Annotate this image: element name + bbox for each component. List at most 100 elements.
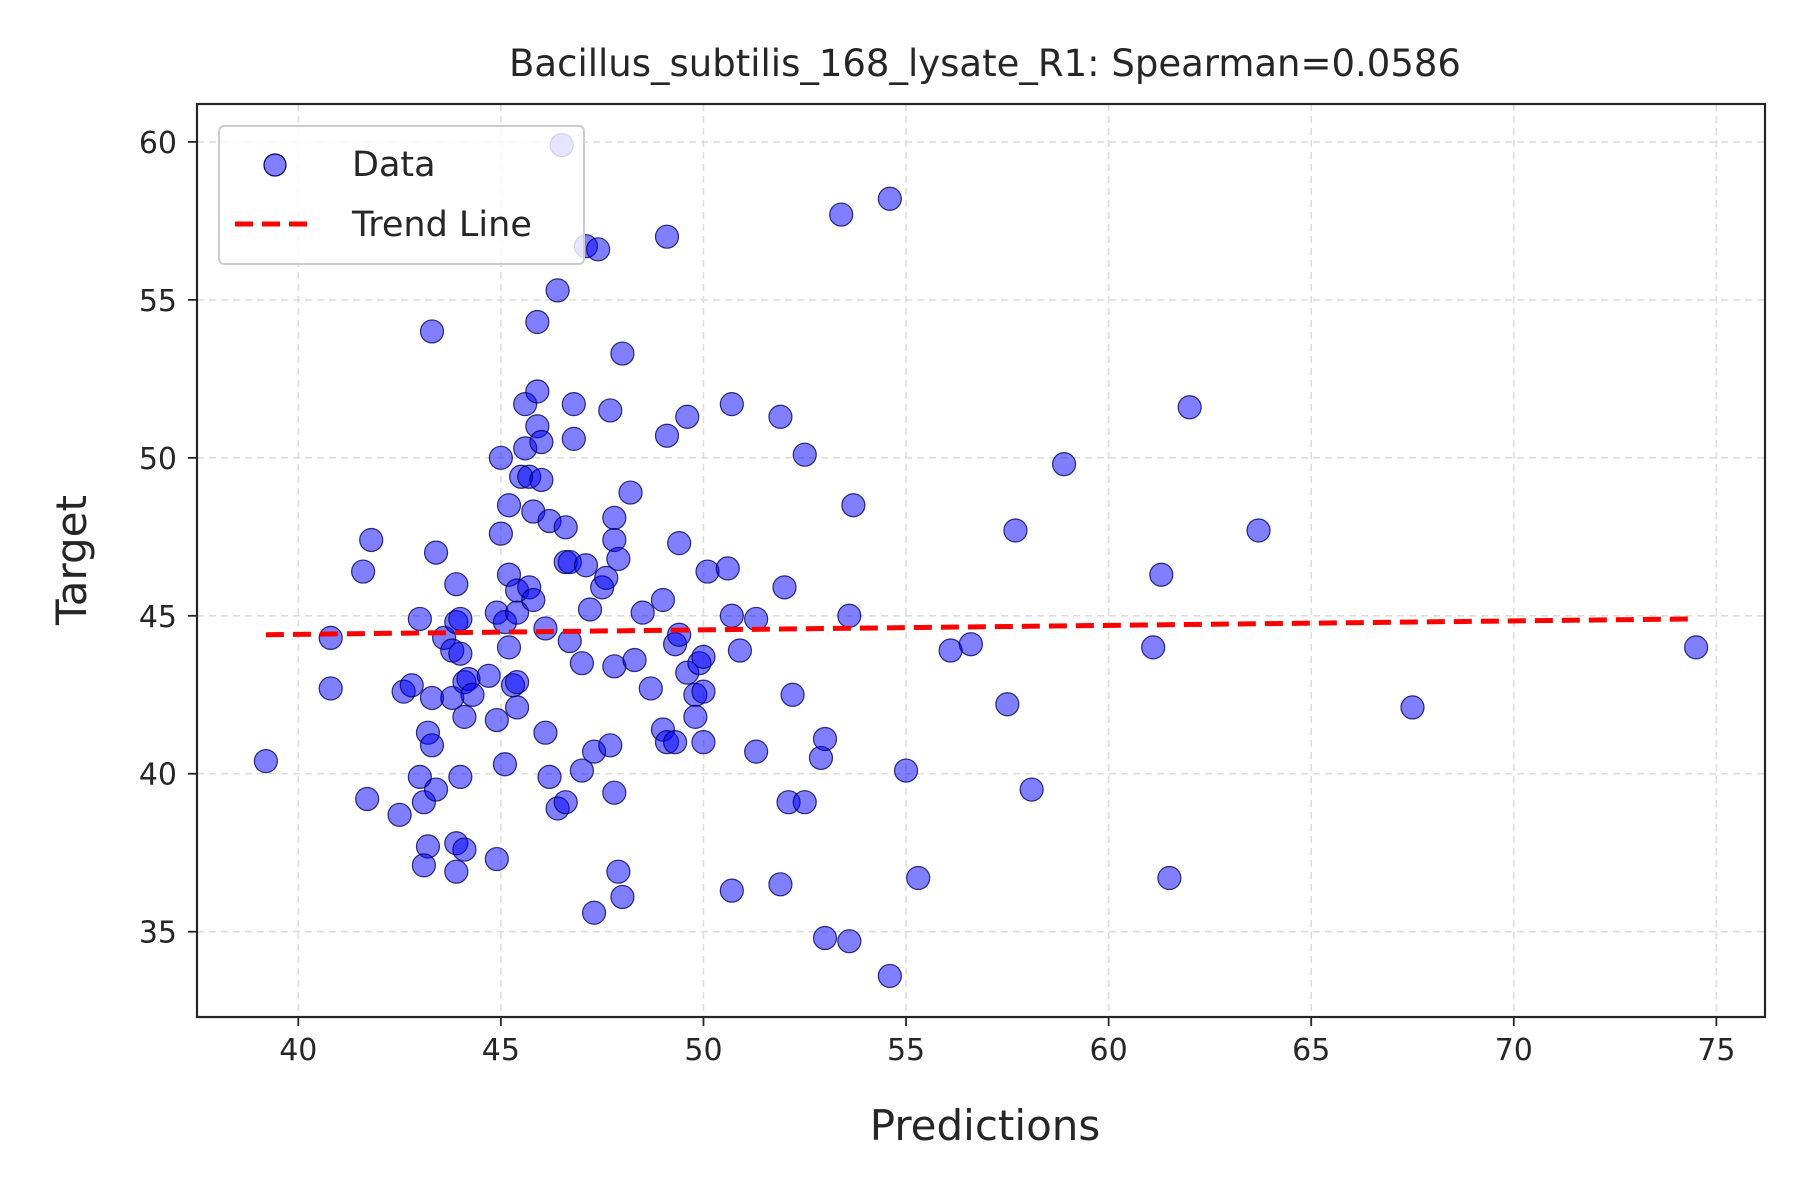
data-point bbox=[877, 186, 902, 211]
data-point bbox=[1400, 695, 1425, 720]
data-point bbox=[496, 635, 522, 660]
data-point bbox=[683, 704, 708, 729]
data-point bbox=[995, 692, 1020, 717]
data-point bbox=[448, 606, 473, 632]
trend-line bbox=[265, 616, 1697, 638]
data-point bbox=[598, 733, 623, 758]
legend: Data Trend Line bbox=[218, 125, 585, 265]
data-point bbox=[419, 685, 445, 711]
data-point bbox=[460, 682, 485, 707]
data-point bbox=[525, 379, 550, 404]
x-tick-label: 55 bbox=[887, 1033, 925, 1068]
data-point bbox=[1157, 865, 1182, 891]
data-point bbox=[1051, 452, 1077, 477]
data-point bbox=[610, 884, 635, 910]
data-point bbox=[553, 790, 578, 815]
data-point bbox=[419, 733, 445, 758]
y-axis-label: Target bbox=[47, 495, 96, 626]
data-point bbox=[812, 726, 838, 752]
data-point bbox=[355, 786, 380, 812]
data-point bbox=[654, 224, 680, 249]
data-point bbox=[893, 758, 919, 783]
data-point bbox=[577, 597, 603, 622]
data-point bbox=[1177, 395, 1202, 420]
data-point bbox=[1019, 777, 1044, 802]
data-point bbox=[691, 730, 716, 755]
data-point bbox=[606, 859, 631, 884]
data-point bbox=[638, 676, 663, 701]
data-point bbox=[667, 531, 692, 556]
data-point bbox=[691, 644, 716, 669]
data-point bbox=[553, 515, 578, 540]
data-point bbox=[829, 202, 854, 227]
x-tick-label: 40 bbox=[279, 1033, 317, 1068]
x-tick-label: 60 bbox=[1090, 1033, 1128, 1068]
data-point bbox=[610, 341, 635, 366]
legend-data-label: Data bbox=[352, 145, 436, 185]
data-point bbox=[768, 872, 793, 897]
legend-box bbox=[218, 125, 585, 265]
data-point bbox=[318, 625, 343, 650]
data-point bbox=[504, 695, 530, 720]
data-point bbox=[399, 673, 424, 698]
y-tick-label: 45 bbox=[139, 600, 177, 635]
x-tick-label: 45 bbox=[482, 1033, 520, 1068]
data-point bbox=[529, 467, 554, 493]
data-point bbox=[488, 521, 513, 546]
data-point bbox=[618, 480, 643, 505]
x-tick-label: 75 bbox=[1697, 1033, 1735, 1068]
data-point bbox=[545, 278, 570, 303]
data-point bbox=[719, 392, 744, 417]
data-point bbox=[318, 676, 343, 701]
data-point bbox=[533, 616, 558, 641]
data-point bbox=[837, 929, 862, 954]
data-point bbox=[792, 790, 817, 815]
legend-trend-line-label: Trend Line bbox=[351, 205, 532, 245]
data-point bbox=[573, 553, 599, 578]
data-point bbox=[452, 704, 477, 729]
x-tick-label: 70 bbox=[1495, 1033, 1533, 1068]
y-tick-label: 50 bbox=[139, 442, 177, 477]
data-point bbox=[529, 429, 554, 455]
data-point bbox=[598, 398, 623, 423]
data-point bbox=[602, 654, 627, 679]
data-point bbox=[448, 764, 473, 790]
data-point bbox=[561, 392, 586, 417]
data-point bbox=[569, 758, 595, 783]
chart-title: Bacillus_subtilis_168_lysate_R1: Spearma… bbox=[509, 42, 1461, 85]
data-point bbox=[407, 606, 432, 632]
data-point bbox=[444, 572, 469, 597]
trend-line-layer bbox=[265, 616, 1697, 638]
data-point bbox=[715, 556, 740, 581]
x-tick-label: 50 bbox=[684, 1033, 722, 1068]
data-point bbox=[419, 319, 445, 344]
data-point bbox=[411, 853, 436, 878]
data-point bbox=[1141, 635, 1166, 660]
data-point bbox=[695, 559, 720, 584]
axes-frame bbox=[195, 102, 1767, 1019]
data-point bbox=[906, 865, 931, 891]
data-point bbox=[537, 764, 562, 790]
data-point bbox=[504, 670, 530, 695]
data-point bbox=[719, 878, 744, 903]
data-point bbox=[780, 682, 805, 707]
data-point bbox=[630, 600, 655, 625]
data-point bbox=[662, 730, 688, 755]
x-tick-label: 65 bbox=[1292, 1033, 1330, 1068]
data-point bbox=[602, 505, 627, 530]
data-point bbox=[525, 309, 550, 335]
data-point bbox=[492, 752, 518, 777]
data-point bbox=[561, 426, 586, 451]
y-tick-label: 40 bbox=[139, 758, 177, 793]
legend-data-marker bbox=[263, 153, 287, 177]
data-points bbox=[253, 132, 1709, 989]
data-point bbox=[792, 442, 817, 467]
data-point bbox=[675, 404, 700, 429]
data-point bbox=[1149, 562, 1174, 587]
data-point bbox=[569, 651, 595, 676]
data-point bbox=[533, 720, 558, 745]
data-point bbox=[351, 559, 376, 584]
data-point bbox=[650, 587, 676, 613]
data-point bbox=[1003, 518, 1028, 543]
